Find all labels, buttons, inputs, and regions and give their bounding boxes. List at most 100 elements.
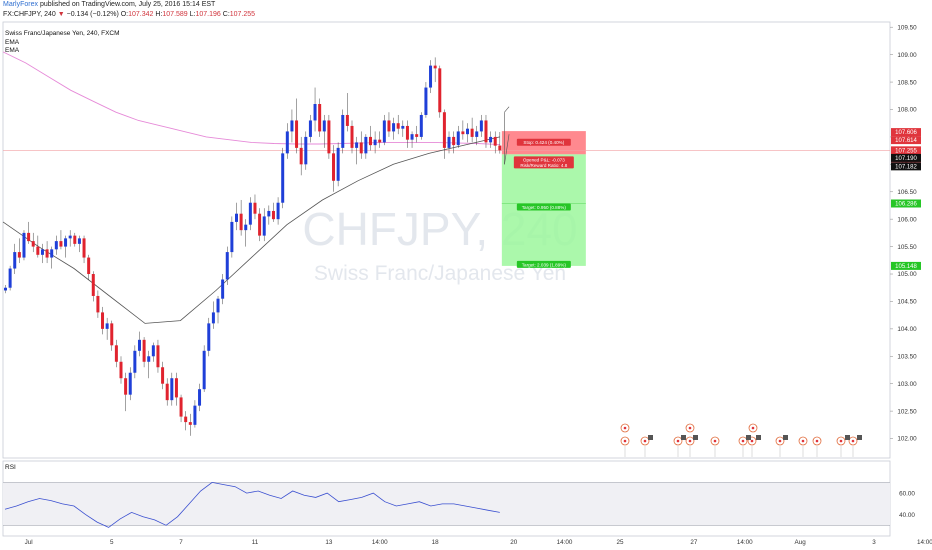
candle-body (96, 295, 100, 313)
event-dot-icon (815, 439, 819, 443)
candle-body (475, 131, 479, 137)
event-flag-icon (746, 435, 751, 440)
time-tick-label: 3 (872, 539, 876, 546)
price-label: 105.148 (895, 264, 917, 270)
price-tick-label: 102.50 (897, 408, 917, 415)
candle-body (188, 422, 192, 425)
price-tick-label: 104.50 (897, 299, 917, 306)
low-value: 107.196 (195, 11, 221, 18)
price-tick-label: 108.00 (897, 107, 917, 114)
time-tick-label: 14:00 (557, 539, 573, 546)
candle-body (461, 131, 465, 135)
event-dot-icon (751, 426, 755, 430)
candle-body (387, 120, 391, 132)
upper-trendline (504, 106, 510, 113)
candle-body (466, 128, 469, 135)
candle-body (110, 323, 114, 346)
candle-body (91, 274, 95, 296)
event-dot-icon (750, 439, 754, 443)
candle-body (489, 136, 493, 143)
candle-body (17, 252, 21, 258)
candle-body (262, 216, 266, 236)
stop-label-bg (516, 138, 571, 146)
ema-lines (2, 51, 500, 324)
candle-body (124, 378, 128, 395)
open-label: O: (120, 11, 129, 18)
trendlines[interactable] (504, 106, 510, 165)
price-label-bg (891, 128, 921, 137)
event-dot-icon (676, 439, 680, 443)
time-tick-label: 7 (179, 539, 183, 546)
candle-body (193, 405, 197, 425)
candle-body (156, 345, 160, 368)
candle-body (170, 378, 174, 401)
candle-body (392, 123, 396, 132)
economic-events[interactable] (620, 423, 862, 457)
candle-body (253, 202, 257, 214)
candle-body (225, 252, 229, 280)
event-flag-icon (648, 435, 653, 440)
candle-body (470, 128, 474, 137)
candle-body (8, 268, 12, 288)
event-flag-icon (845, 435, 850, 440)
target-2-label: Target: 2.039 (1.89%) (522, 262, 567, 267)
time-tick-label: 18 (432, 539, 440, 546)
candle-body (133, 350, 137, 373)
candle-body (429, 65, 433, 88)
candle-body (299, 147, 303, 165)
candle-body (295, 120, 299, 148)
candle-body (484, 120, 488, 143)
stop-label: Stop: 0.424 (0.40%) (523, 140, 564, 145)
time-tick-label: 13 (325, 539, 333, 546)
legend-ema-2[interactable]: EMA (5, 47, 20, 54)
legend-ema-1[interactable]: EMA (5, 39, 20, 46)
time-tick-label: 25 (616, 539, 624, 546)
candle-body (13, 252, 17, 269)
candle-body (184, 416, 188, 423)
price-label-bg (891, 162, 921, 171)
candle-body (396, 123, 400, 129)
candle-body (281, 153, 285, 203)
candle-body (114, 345, 118, 362)
candle-body (308, 120, 312, 137)
position-zones: Stop: 0.424 (0.40%) Opened P&L: -0.073Ris… (3, 131, 890, 268)
rsi-tick-label: 40.00 (899, 512, 915, 519)
event-dot-icon (688, 439, 692, 443)
price-tick-label: 105.50 (897, 244, 917, 251)
event-dot-icon (623, 426, 627, 430)
candle-body (304, 136, 308, 165)
candle-body (401, 125, 405, 129)
candle-body (498, 145, 502, 151)
event-dot-icon (801, 439, 805, 443)
time-tick-label: 14:00 (917, 539, 932, 546)
ema-long-line (2, 51, 500, 146)
candle-body (313, 104, 317, 121)
candle-body (479, 120, 483, 132)
candle-body (119, 361, 123, 379)
candle-body (285, 131, 289, 154)
candle-body (4, 287, 7, 291)
price-label: 107.182 (895, 164, 917, 170)
candle-body (179, 397, 183, 417)
author-link[interactable]: MarlyForex (3, 1, 39, 8)
candle-body (45, 249, 49, 258)
target-1-label-bg (516, 203, 571, 211)
candle-body (271, 210, 275, 220)
high-label: H: (155, 11, 163, 18)
candle-body (373, 139, 377, 146)
candle-body (239, 213, 243, 231)
candle-body (493, 136, 497, 146)
candle-body (438, 68, 442, 113)
pl-label-bg (513, 156, 574, 169)
price-label: 107.190 (895, 156, 917, 162)
event-flag-icon (756, 435, 761, 440)
rr-label: Risk/Reward Ratio: 4.8 (520, 163, 567, 168)
change-arrow: ▼ (57, 11, 65, 18)
price-tick-label: 103.50 (897, 353, 917, 360)
time-tick-label: Jul (25, 539, 33, 546)
candle-body (341, 114, 345, 148)
candle-body (368, 136, 372, 146)
candle-body (54, 241, 58, 250)
price-tick-label: 109.00 (897, 52, 917, 59)
